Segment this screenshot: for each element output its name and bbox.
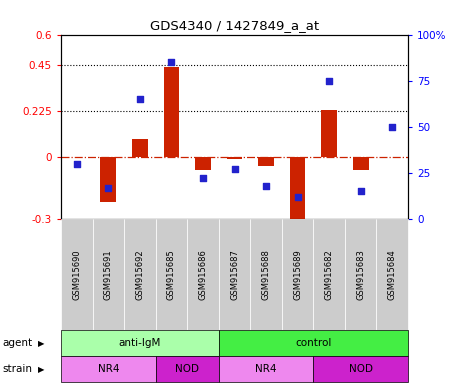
Text: anti-IgM: anti-IgM	[119, 338, 161, 348]
Bar	[164, 67, 179, 157]
Text: agent: agent	[2, 338, 32, 348]
Text: GSM915687: GSM915687	[230, 249, 239, 300]
Point	[262, 183, 270, 189]
Point	[199, 175, 207, 181]
Text: GSM915692: GSM915692	[136, 249, 144, 300]
Point	[325, 78, 333, 84]
Text: control: control	[295, 338, 332, 348]
Bar	[100, 157, 116, 202]
Text: GSM915684: GSM915684	[388, 249, 397, 300]
Text: GSM915690: GSM915690	[72, 249, 81, 300]
Bar	[290, 157, 305, 229]
Bar	[195, 157, 211, 170]
Title: GDS4340 / 1427849_a_at: GDS4340 / 1427849_a_at	[150, 19, 319, 32]
Point	[73, 161, 81, 167]
Text: GSM915691: GSM915691	[104, 249, 113, 300]
Point	[167, 59, 175, 65]
Point	[105, 184, 112, 190]
Bar	[227, 157, 242, 159]
Text: GSM915688: GSM915688	[262, 249, 271, 300]
Text: strain: strain	[2, 364, 32, 374]
Point	[388, 124, 396, 130]
Point	[357, 188, 364, 194]
Text: GSM915689: GSM915689	[293, 249, 302, 300]
Text: NR4: NR4	[255, 364, 277, 374]
Text: GSM915685: GSM915685	[167, 249, 176, 300]
Text: GSM915686: GSM915686	[198, 249, 207, 300]
Text: NOD: NOD	[349, 364, 373, 374]
Text: ▶: ▶	[38, 365, 44, 374]
Text: NR4: NR4	[98, 364, 119, 374]
Text: ▶: ▶	[38, 339, 44, 348]
Text: GSM915683: GSM915683	[356, 249, 365, 300]
Bar	[321, 110, 337, 157]
Point	[294, 194, 302, 200]
Bar	[132, 139, 148, 157]
Text: GSM915682: GSM915682	[325, 249, 333, 300]
Point	[136, 96, 144, 102]
Bar	[353, 157, 369, 170]
Bar	[258, 157, 274, 166]
Point	[231, 166, 238, 172]
Text: NOD: NOD	[175, 364, 199, 374]
